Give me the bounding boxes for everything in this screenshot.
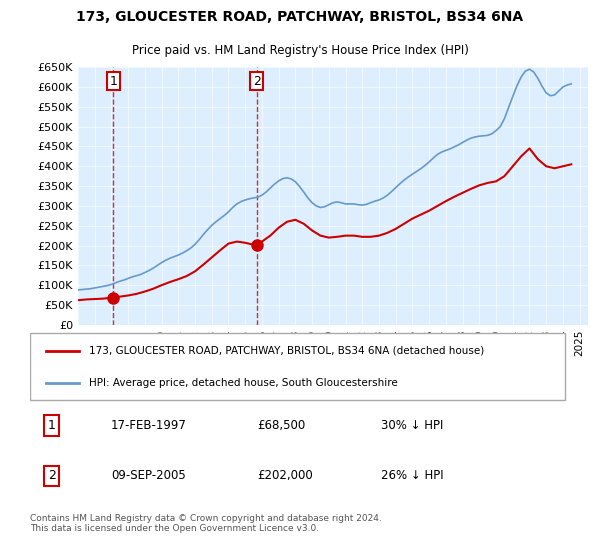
Text: Contains HM Land Registry data © Crown copyright and database right 2024.
This d: Contains HM Land Registry data © Crown c… [30, 514, 382, 534]
Text: 17-FEB-1997: 17-FEB-1997 [111, 419, 187, 432]
Text: HPI: Average price, detached house, South Gloucestershire: HPI: Average price, detached house, Sout… [89, 378, 398, 388]
Text: 1: 1 [110, 75, 118, 88]
Text: 2: 2 [47, 469, 56, 482]
Text: 173, GLOUCESTER ROAD, PATCHWAY, BRISTOL, BS34 6NA: 173, GLOUCESTER ROAD, PATCHWAY, BRISTOL,… [76, 10, 524, 24]
Text: 30% ↓ HPI: 30% ↓ HPI [381, 419, 443, 432]
FancyBboxPatch shape [30, 333, 565, 400]
Text: 2: 2 [253, 75, 260, 88]
Text: 1: 1 [47, 419, 56, 432]
Text: 173, GLOUCESTER ROAD, PATCHWAY, BRISTOL, BS34 6NA (detached house): 173, GLOUCESTER ROAD, PATCHWAY, BRISTOL,… [89, 346, 485, 356]
Text: 26% ↓ HPI: 26% ↓ HPI [381, 469, 443, 482]
Text: Price paid vs. HM Land Registry's House Price Index (HPI): Price paid vs. HM Land Registry's House … [131, 44, 469, 57]
Text: £202,000: £202,000 [257, 469, 313, 482]
Text: £68,500: £68,500 [257, 419, 305, 432]
Text: 09-SEP-2005: 09-SEP-2005 [111, 469, 186, 482]
